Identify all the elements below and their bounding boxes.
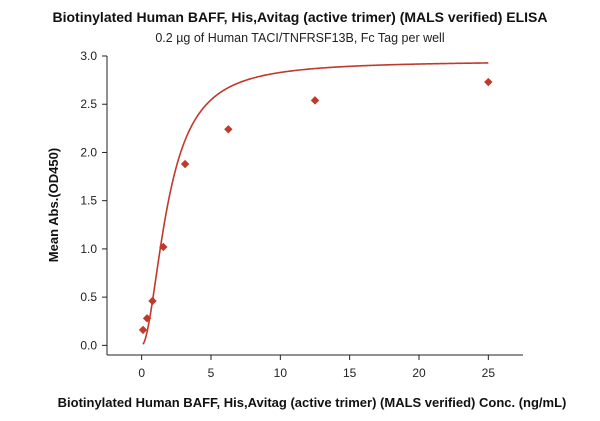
x-tick-label: 20 [412, 366, 426, 380]
y-tick-label: 0.5 [80, 290, 97, 304]
fit-curve [142, 62, 489, 345]
x-ticks: 0 5 10 15 20 25 [138, 355, 495, 380]
x-axis-label: Biotinylated Human BAFF, His,Avitag (act… [58, 395, 567, 410]
chart-subtitle: 0.2 µg of Human TACI/TNFRSF13B, Fc Tag p… [155, 31, 444, 45]
data-point [159, 242, 168, 252]
y-tick-label: 0.0 [80, 338, 97, 352]
x-tick-label: 0 [138, 366, 145, 380]
y-axis-label: Mean Abs.(OD450) [46, 148, 61, 262]
data-points [138, 77, 493, 335]
data-point [310, 96, 320, 105]
data-point [180, 159, 190, 169]
x-tick-label: 25 [482, 366, 496, 380]
y-tick-label: 2.0 [80, 145, 97, 159]
y-tick-label: 1.5 [80, 194, 97, 208]
y-tick-label: 1.0 [80, 242, 97, 256]
x-tick-label: 5 [208, 366, 215, 380]
axes [106, 56, 523, 356]
y-tick-label: 3.0 [80, 49, 97, 63]
data-point [138, 325, 148, 335]
y-ticks: 0.0 0.5 1.0 1.5 2.0 2.5 3.0 [80, 49, 107, 352]
y-tick-label: 2.5 [80, 97, 97, 111]
data-point [148, 296, 157, 306]
chart-title: Biotinylated Human BAFF, His,Avitag (act… [52, 9, 547, 25]
data-point [484, 77, 493, 87]
data-point [142, 314, 152, 323]
data-point [224, 125, 233, 134]
x-tick-label: 10 [274, 366, 288, 380]
x-tick-label: 15 [343, 366, 357, 380]
